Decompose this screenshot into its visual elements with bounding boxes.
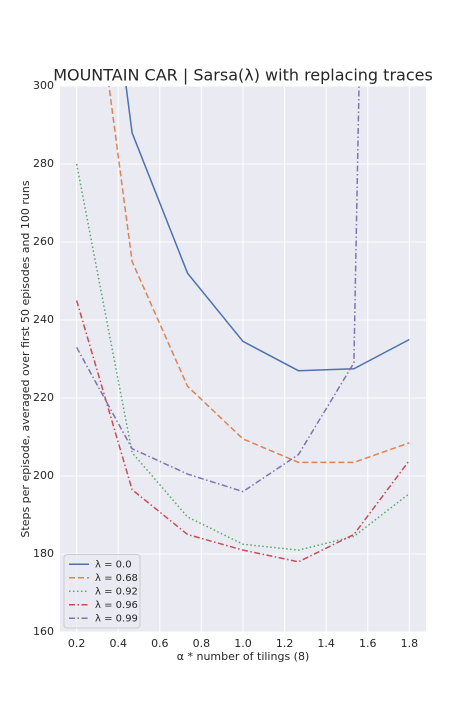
series-line <box>125 86 410 372</box>
chart-title: MOUNTAIN CAR | Sarsa(λ) with replacing t… <box>53 66 433 85</box>
legend-box <box>63 554 141 629</box>
series-line <box>75 86 360 493</box>
legend-label: λ = 0.0 <box>95 559 132 570</box>
series-line <box>108 86 410 464</box>
y-tick-label: 220 <box>33 391 54 404</box>
y-tick-label: 160 <box>33 625 54 638</box>
legend-label: λ = 0.99 <box>95 613 138 624</box>
x-tick-label: 0.6 <box>151 637 169 650</box>
x-tick-label: 1.8 <box>401 637 419 650</box>
series-line <box>75 163 410 551</box>
y-tick-label: 240 <box>33 313 54 326</box>
x-tick-label: 1.4 <box>317 637 335 650</box>
y-tick-label: 260 <box>33 235 54 248</box>
y-axis-label: Steps per episode, averaged over first 5… <box>19 180 32 537</box>
x-tick-label: 1.0 <box>234 637 252 650</box>
x-tick-label: 1.2 <box>276 637 294 650</box>
x-tick-label: 0.2 <box>68 637 86 650</box>
y-tick-label: 280 <box>33 157 54 170</box>
x-tick-label: 0.8 <box>193 637 211 650</box>
x-axis-label: α * number of tilings (8) <box>177 650 310 663</box>
series-line <box>75 300 410 563</box>
y-tick-label: 300 <box>33 79 54 92</box>
lines <box>75 86 410 563</box>
x-tick-label: 0.4 <box>109 637 127 650</box>
x-tick-label: 1.6 <box>359 637 377 650</box>
legend-label: λ = 0.68 <box>95 573 138 584</box>
legend-label: λ = 0.92 <box>95 586 138 597</box>
y-tick-label: 180 <box>33 547 54 560</box>
legend-label: λ = 0.96 <box>95 600 138 611</box>
y-tick-label: 200 <box>33 469 54 482</box>
